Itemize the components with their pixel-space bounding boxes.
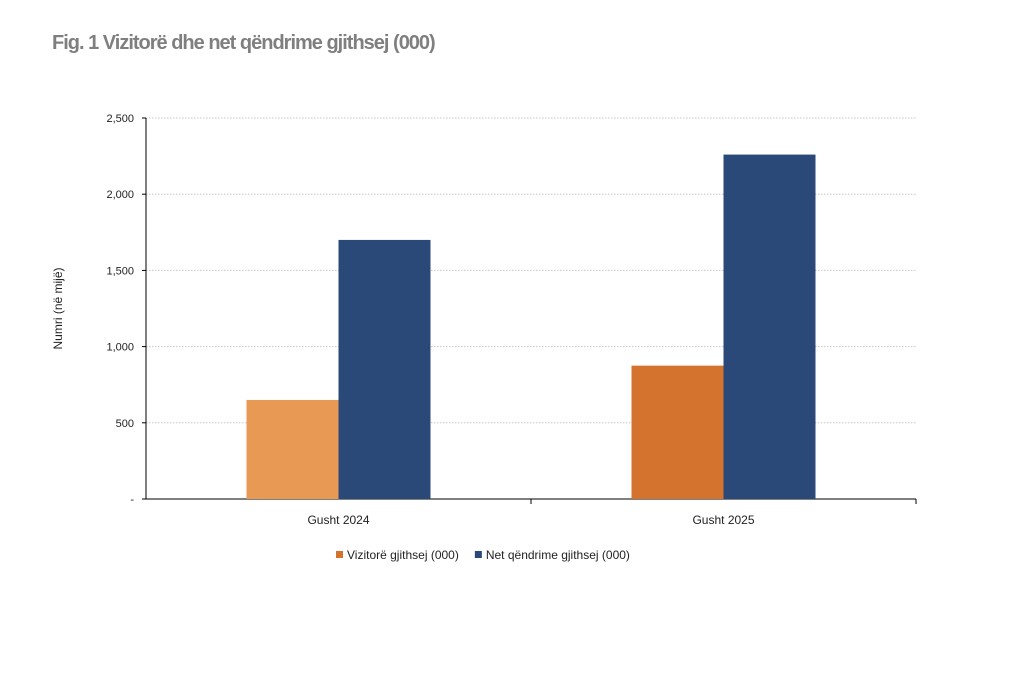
y-tick-label: 2,000 [106, 189, 134, 201]
y-axis-label: Numri (në mijë) [51, 267, 65, 349]
chart-title: Fig. 1 Vizitorë dhe net qëndrime gjithse… [52, 32, 436, 54]
bar [723, 154, 816, 500]
y-tick-label: - [130, 494, 134, 506]
y-tick-label: 2,500 [106, 113, 134, 125]
legend-swatch [474, 551, 482, 558]
bar [338, 239, 431, 500]
x-tick-label: Gusht 2024 [307, 513, 369, 527]
x-tick-label: Gusht 2025 [692, 513, 754, 527]
bar [631, 365, 724, 499]
legend-swatch [336, 551, 343, 558]
y-tick-label: 1,500 [106, 265, 134, 277]
y-tick-label: 500 [116, 418, 134, 430]
legend-label: Vizitorë gjithsej (000) [347, 548, 459, 562]
bar [246, 399, 339, 499]
legend-label: Net qëndrime gjithsej (000) [486, 548, 630, 562]
y-tick-label: 1,000 [106, 342, 134, 354]
